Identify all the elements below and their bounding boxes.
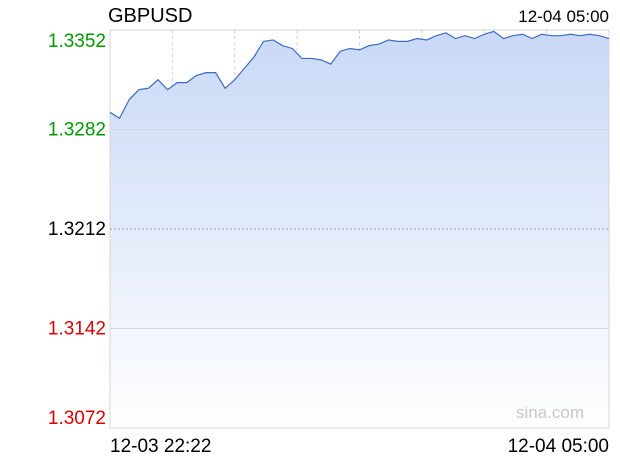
watermark: sina.com <box>516 403 584 422</box>
y-tick-label: 1.3072 <box>48 408 106 429</box>
y-tick-label: 1.3352 <box>48 31 106 52</box>
y-tick-label: 1.3142 <box>48 319 106 340</box>
x-tick-label: 12-03 22:22 <box>110 436 211 457</box>
chart-title: GBPUSD <box>108 5 192 27</box>
price-line <box>109 30 610 119</box>
area-fill <box>110 31 609 428</box>
x-tick-label: 12-04 05:00 <box>508 436 609 457</box>
timestamp: 12-04 05:00 <box>518 7 609 26</box>
y-tick-label: 1.3282 <box>48 120 106 141</box>
y-tick-label: 1.3212 <box>48 219 106 240</box>
